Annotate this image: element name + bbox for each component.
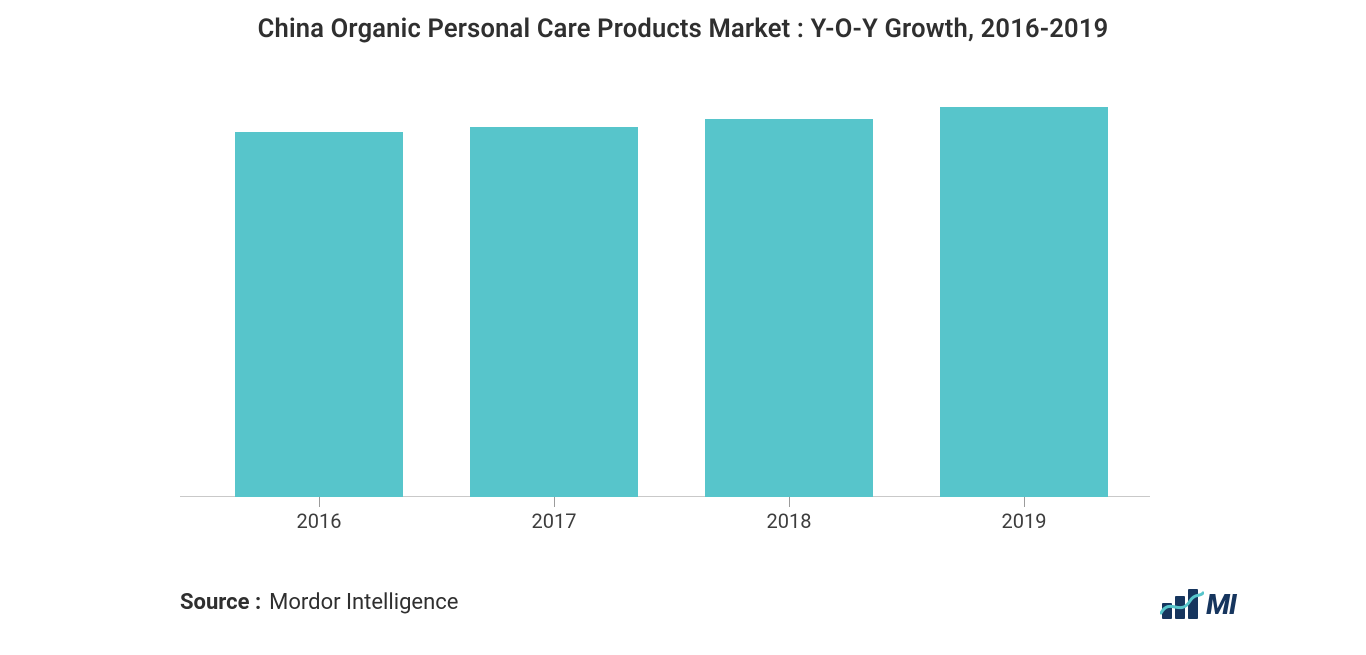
brand-logo: MI <box>1160 587 1236 621</box>
plot-area: 2016 2017 2018 2019 <box>180 102 1150 497</box>
source-row: Source : Mordor Intelligence <box>180 590 458 615</box>
bar <box>940 107 1108 497</box>
bar <box>235 132 403 497</box>
bar-slot: 2016 <box>235 102 403 497</box>
x-tick-label: 2016 <box>297 509 342 533</box>
x-tick <box>554 497 555 507</box>
x-tick-label: 2019 <box>1002 509 1047 533</box>
chart-page: { "chart": { "type": "bar", "title": "Ch… <box>0 0 1366 655</box>
bar-slot: 2018 <box>705 102 873 497</box>
x-tick <box>1024 497 1025 507</box>
bar <box>705 119 873 497</box>
bar-slot: 2017 <box>470 102 638 497</box>
logo-mark-icon <box>1160 587 1204 621</box>
source-label: Source : <box>180 590 261 615</box>
bar-slot: 2019 <box>940 102 1108 497</box>
bars-container: 2016 2017 2018 2019 <box>180 102 1150 497</box>
x-tick <box>319 497 320 507</box>
chart-title: China Organic Personal Care Products Mar… <box>0 14 1366 44</box>
logo-letters: MI <box>1206 588 1236 621</box>
x-tick-label: 2017 <box>532 509 577 533</box>
x-tick-label: 2018 <box>767 509 812 533</box>
source-text: Mordor Intelligence <box>269 590 458 615</box>
bar <box>470 127 638 497</box>
x-tick <box>789 497 790 507</box>
